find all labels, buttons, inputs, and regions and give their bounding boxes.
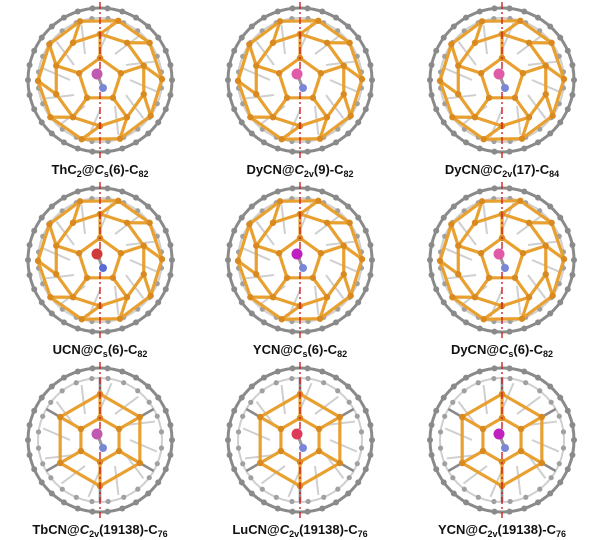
caption-cluster: YCN@ [437, 522, 479, 537]
cage-back-bonds [42, 382, 158, 498]
panel-2: DyCN@C2v(9)-C82 [200, 0, 400, 180]
caption-isomer: (6)-C [307, 342, 338, 357]
caption-isomer: (19138)-C [497, 522, 557, 537]
caption-cluster: YCN@ [252, 342, 294, 357]
panel-7: TbCN@C2v(19138)-C76 [0, 360, 200, 540]
caption-symmetry-subscript: 2v [303, 169, 314, 179]
fullerene-cage-image [225, 182, 375, 338]
fullerene-cage-image [225, 362, 375, 518]
fullerene-cage-image [427, 2, 577, 158]
caption-point-group: C [94, 162, 104, 177]
caption-point-group: C [279, 522, 290, 537]
caption-cage-size: 82 [543, 349, 554, 359]
caption-symmetry-subscript: s [508, 349, 514, 359]
panel-caption: UCN@Cs(6)-C82 [0, 342, 200, 359]
panel-9: YCN@C2v(19138)-C76 [402, 360, 602, 540]
metal-cluster [291, 68, 307, 92]
caption-isomer: (19138)-C [99, 522, 158, 537]
metal-cluster [493, 248, 509, 272]
caption-point-group: C [79, 522, 90, 537]
panel-caption: LuCN@C2v(19138)-C76 [200, 522, 400, 539]
panel-caption: ThC2@Cs(6)-C82 [0, 162, 200, 179]
caption-symmetry-subscript: 2v [289, 529, 300, 539]
caption-point-group: C [93, 342, 103, 357]
fullerene-cage-image [427, 182, 577, 338]
cage-front-network [245, 378, 355, 502]
caption-point-group: C [294, 162, 304, 177]
metal-cluster [493, 428, 509, 452]
caption-cluster: ThC [51, 162, 77, 177]
metal-cluster [91, 428, 107, 452]
cage-front-network [436, 17, 568, 143]
metal-cluster [291, 248, 307, 272]
caption-isomer: (6)-C [108, 162, 139, 177]
caption-subscript: 2 [76, 169, 82, 179]
caption-point-group: C [499, 342, 509, 357]
caption-isomer: (19138)-C [299, 522, 358, 537]
fullerene-cage-image [225, 2, 375, 158]
panel-caption: DyCN@Cs(6)-C82 [402, 342, 602, 359]
caption-cage-size: 82 [343, 169, 354, 179]
caption-cage-size: 82 [337, 349, 348, 359]
panel-1: ThC2@Cs(6)-C82 [0, 0, 200, 180]
caption-symmetry-subscript: 2v [89, 529, 100, 539]
caption-symmetry-subscript: 2v [502, 169, 513, 179]
caption-cluster: DyCN@ [450, 342, 500, 357]
caption-symmetry-subscript: s [102, 349, 108, 359]
caption-isomer: (17)-C [512, 162, 550, 177]
caption-cluster: DyCN@ [444, 162, 493, 177]
panel-caption: TbCN@C2v(19138)-C76 [0, 522, 200, 539]
fullerene-cage-image [25, 2, 175, 158]
caption-isomer: (6)-C [107, 342, 138, 357]
panel-caption: DyCN@C2v(17)-C84 [402, 162, 602, 179]
caption-cage-size: 76 [556, 529, 567, 539]
panel-caption: YCN@C2v(19138)-C76 [402, 522, 602, 539]
caption-cluster: LuCN@ [232, 522, 280, 537]
caption-isomer: (6)-C [513, 342, 544, 357]
fullerene-cage-image [427, 362, 577, 518]
metal-cluster [493, 68, 509, 92]
caption-cage-size: 84 [549, 169, 560, 179]
caption-cage-size: 82 [137, 349, 148, 359]
caption-cage-size: 82 [138, 169, 149, 179]
metal-cluster [91, 248, 107, 272]
panel-caption: DyCN@C2v(9)-C82 [200, 162, 400, 179]
caption-at: @ [81, 162, 95, 177]
caption-cluster: DyCN@ [246, 162, 295, 177]
caption-point-group: C [492, 162, 503, 177]
caption-cluster: TbCN@ [32, 522, 80, 537]
panel-4: UCN@Cs(6)-C82 [0, 180, 200, 360]
caption-cage-size: 76 [157, 529, 168, 539]
caption-symmetry-subscript: 2v [487, 529, 498, 539]
fullerene-cage-image [25, 362, 175, 518]
metal-cluster [91, 68, 107, 92]
caption-point-group: C [293, 342, 303, 357]
caption-cage-size: 76 [357, 529, 368, 539]
caption-cluster: UCN@ [52, 342, 94, 357]
panel-5: YCN@Cs(6)-C82 [200, 180, 400, 360]
panel-3: DyCN@C2v(17)-C84 [402, 0, 602, 180]
caption-symmetry-subscript: s [302, 349, 308, 359]
panel-caption: YCN@Cs(6)-C82 [200, 342, 400, 359]
cage-front-network [34, 17, 166, 143]
metal-cluster [291, 428, 307, 452]
panel-6: DyCN@Cs(6)-C82 [402, 180, 602, 360]
fullerene-cage-image [25, 182, 175, 338]
caption-symmetry-subscript: s [103, 169, 109, 179]
caption-point-group: C [478, 522, 488, 537]
caption-isomer: (9)-C [313, 162, 344, 177]
cage-front-network [34, 197, 166, 323]
panel-8: LuCN@C2v(19138)-C76 [200, 360, 400, 540]
cage-front-network [436, 197, 568, 323]
